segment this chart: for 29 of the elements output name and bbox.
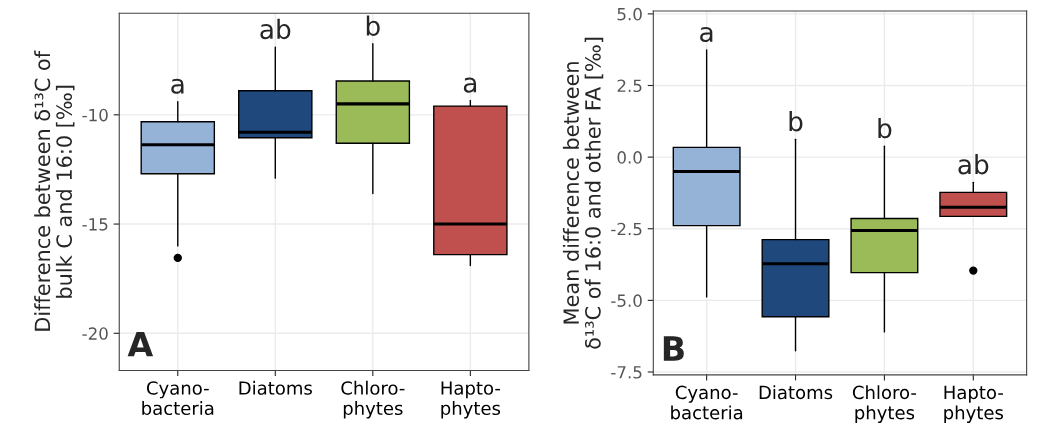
x-tick-label: Hapto- phytes	[441, 381, 501, 419]
annotation: a	[171, 78, 184, 94]
y-tick-label: -5.0	[611, 294, 642, 307]
annotation: ab	[260, 18, 291, 40]
y-tick-label: -7.5	[611, 366, 642, 379]
annotation: a	[700, 26, 713, 43]
annotation: A	[127, 332, 154, 357]
x-tick-label: Diatoms	[239, 380, 312, 395]
annotation: b	[878, 117, 892, 139]
annotation: b	[366, 15, 380, 36]
annotation: a	[463, 77, 477, 93]
y-tick-label: 0.0	[617, 151, 642, 164]
y-tick-label: 5.0	[617, 7, 642, 21]
y-tick-label: 2.5	[617, 79, 642, 93]
annotation: B	[663, 336, 684, 361]
y-tick-label: -15	[82, 218, 108, 231]
y-axis-title: Difference between δ¹³C of bulk C and 16:0 [‰]	[34, 50, 75, 331]
x-tick-label: Cyano- bacteria	[142, 381, 214, 416]
x-tick-label: Chloro- phytes	[341, 380, 405, 419]
y-tick-label: -2.5	[611, 222, 642, 236]
x-tick-label: Chloro- phytes	[852, 385, 917, 423]
x-tick-label: Cyano- bacteria	[671, 385, 743, 420]
x-tick-label: Hapto- phytes	[944, 385, 1004, 423]
annotation: ab	[958, 154, 989, 175]
y-tick-label: -20	[82, 327, 108, 340]
y-axis-title: Mean difference between δ¹³C of 16:0 and other FA [‰]	[562, 37, 604, 349]
y-tick-label: -10	[82, 108, 108, 122]
x-tick-label: Diatoms	[759, 385, 833, 400]
annotation: b	[789, 111, 803, 132]
